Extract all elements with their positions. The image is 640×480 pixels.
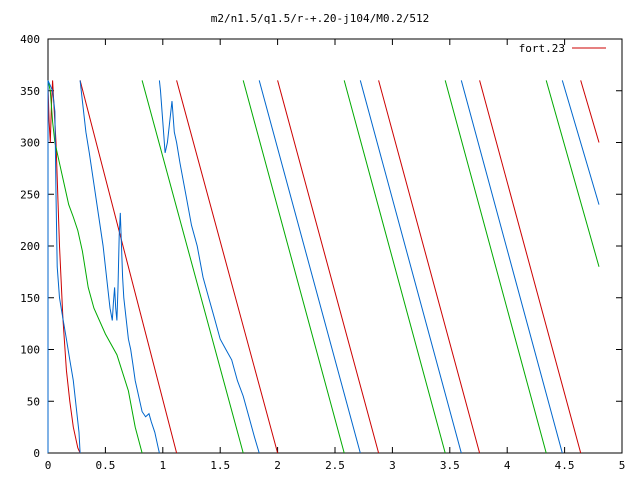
- series-line: [277, 80, 380, 454]
- y-tick-label: 150: [20, 292, 40, 305]
- legend: fort.23: [519, 42, 606, 55]
- axis-ticks: 0 0.5 1 1.5 2 2.5 3 3.5 4 4.5 50501001502002503003…: [20, 33, 625, 472]
- series-line: [47, 80, 143, 454]
- x-tick-label: 5: [619, 459, 626, 472]
- y-tick-label: 100: [20, 344, 40, 357]
- series-line: [141, 80, 244, 454]
- plot-frame: [47, 38, 623, 454]
- series-line: [176, 80, 279, 454]
- series-line: [561, 80, 600, 205]
- x-tick-label: 1.5: [210, 459, 230, 472]
- series-line: [158, 80, 260, 454]
- series-3: [47, 80, 600, 454]
- x-tick-label: 4: [504, 459, 511, 472]
- series-line: [79, 80, 160, 454]
- series-line: [580, 80, 600, 143]
- series-line: [378, 80, 481, 454]
- series-1: [47, 80, 600, 454]
- y-tick-label: 350: [20, 85, 40, 98]
- x-tick-label: 0.5: [95, 459, 115, 472]
- series-line: [343, 80, 446, 454]
- series-line: [545, 80, 600, 267]
- x-tick-label: 2.5: [325, 459, 345, 472]
- x-tick-label: 3: [389, 459, 396, 472]
- series-line: [242, 80, 345, 454]
- y-tick-label: 50: [27, 395, 40, 408]
- series-line: [79, 80, 178, 454]
- series-layer: [47, 80, 600, 454]
- series-line: [444, 80, 547, 454]
- y-tick-label: 200: [20, 240, 40, 253]
- y-tick-label: 0: [33, 447, 40, 460]
- legend-label: fort.23: [519, 42, 565, 55]
- y-tick-label: 300: [20, 137, 40, 150]
- x-tick-label: 3.5: [440, 459, 460, 472]
- series-line: [47, 80, 81, 454]
- x-tick-label: 1: [159, 459, 166, 472]
- series-line: [359, 80, 462, 454]
- series-line: [460, 80, 563, 454]
- series-line: [479, 80, 582, 454]
- x-tick-label: 2: [274, 459, 281, 472]
- y-tick-label: 400: [20, 33, 40, 46]
- y-tick-label: 250: [20, 188, 40, 201]
- series-2: [47, 80, 600, 454]
- series-line: [258, 80, 361, 454]
- x-tick-label: 0: [45, 459, 52, 472]
- x-tick-label: 4.5: [555, 459, 575, 472]
- chart-title: m2/n1.5/q1.5/r-+.20-j104/M0.2/512: [211, 12, 430, 25]
- series-line: [47, 80, 81, 454]
